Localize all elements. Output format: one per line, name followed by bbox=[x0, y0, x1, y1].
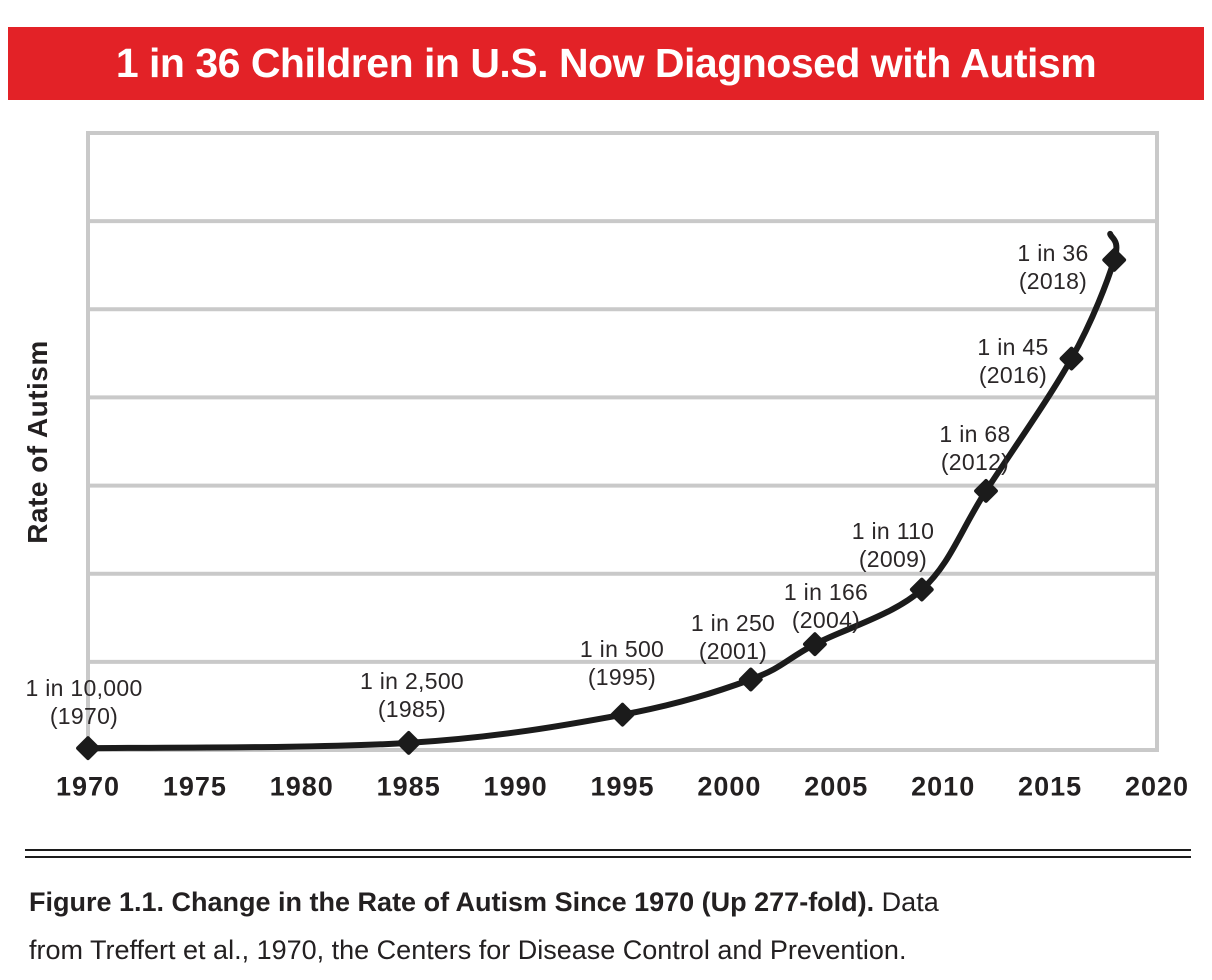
rate-label: 1 in 36 bbox=[1017, 240, 1089, 266]
caption-divider-rule bbox=[25, 849, 1191, 858]
data-point-marker bbox=[974, 479, 998, 503]
data-point-label: 1 in 166 (2004) bbox=[784, 578, 868, 634]
x-tick-label: 2005 bbox=[804, 771, 869, 802]
data-point-label: 1 in 110 (2009) bbox=[852, 517, 935, 573]
data-point-label: 1 in 2,500 (1985) bbox=[360, 667, 464, 723]
data-point-label: 1 in 68 (2012) bbox=[939, 420, 1010, 476]
x-tick-label: 1975 bbox=[162, 771, 227, 802]
rate-label: 1 in 45 bbox=[977, 334, 1049, 360]
x-tick-label: 1990 bbox=[483, 771, 548, 802]
rate-label: 1 in 68 bbox=[939, 421, 1011, 447]
x-tick-label: 1985 bbox=[376, 771, 441, 802]
x-tick-label: 2020 bbox=[1124, 771, 1190, 802]
year-label: (2018) bbox=[1018, 268, 1088, 294]
y-axis-label: Rate of Autism bbox=[22, 340, 53, 544]
rate-label: 1 in 250 bbox=[690, 610, 776, 636]
data-point-label: 1 in 36 (2018) bbox=[1017, 239, 1088, 295]
caption-bold-text: Figure 1.1. Change in the Rate of Autism… bbox=[29, 887, 875, 917]
data-point-marker bbox=[738, 667, 763, 692]
year-label: (2001) bbox=[698, 638, 768, 664]
data-point-label: 1 in 10,000 (1970) bbox=[25, 674, 142, 730]
x-tick-label: 2000 bbox=[697, 771, 762, 802]
year-label: (1995) bbox=[587, 664, 657, 690]
data-point-marker bbox=[1059, 346, 1084, 371]
caption-regular-text-line1: Data bbox=[874, 887, 939, 917]
rate-label: 1 in 2,500 bbox=[359, 668, 465, 694]
year-label: (2016) bbox=[978, 362, 1048, 388]
plot-border bbox=[86, 131, 1159, 752]
rate-label: 1 in 10,000 bbox=[25, 675, 143, 701]
year-label: (1970) bbox=[49, 703, 119, 729]
x-tick-label: 1970 bbox=[55, 771, 121, 802]
data-point-label: 1 in 45 (2016) bbox=[977, 333, 1048, 389]
x-tick-label: 2010 bbox=[911, 771, 976, 802]
data-point-label: 1 in 500 (1995) bbox=[580, 635, 664, 691]
data-point-marker bbox=[396, 731, 421, 755]
x-tick-label: 1980 bbox=[269, 771, 334, 802]
rate-label: 1 in 110 bbox=[851, 518, 935, 544]
data-point-marker bbox=[803, 632, 827, 657]
year-label: (1985) bbox=[377, 696, 447, 722]
x-tick-label: 2015 bbox=[1018, 771, 1083, 802]
caption-regular-text-line2: from Treffert et al., 1970, the Centers … bbox=[29, 935, 907, 965]
year-label: (2004) bbox=[791, 607, 861, 633]
data-point-marker bbox=[610, 702, 635, 727]
data-point-marker bbox=[76, 736, 100, 761]
data-point-marker bbox=[1102, 248, 1127, 272]
title-banner: 1 in 36 Children in U.S. Now Diagnosed w… bbox=[8, 27, 1204, 100]
year-label: (2012) bbox=[940, 449, 1010, 475]
data-point-marker bbox=[909, 577, 934, 602]
page-title: 1 in 36 Children in U.S. Now Diagnosed w… bbox=[115, 40, 1097, 86]
x-tick-label: 1995 bbox=[590, 771, 655, 802]
rate-label: 1 in 500 bbox=[579, 636, 665, 662]
year-label: (2009) bbox=[858, 546, 928, 572]
data-point-label: 1 in 250 (2001) bbox=[691, 609, 775, 665]
figure-caption: Figure 1.1. Change in the Rate of Autism… bbox=[29, 878, 1191, 974]
rate-label: 1 in 166 bbox=[783, 579, 869, 605]
